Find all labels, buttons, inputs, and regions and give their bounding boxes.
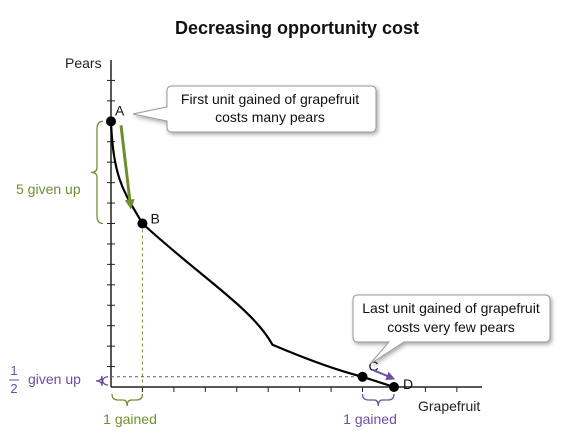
point-label-b: B [150,211,159,227]
green-brace [90,120,104,225]
callout-top-line-1: First unit gained of grapefruit [181,91,359,107]
gained-right-bracket [361,393,395,407]
purple-bracket-label: given up [28,371,81,387]
point-label-d: D [403,376,413,392]
point-label-c: C [369,358,379,374]
y-axis-label: Pears [65,55,102,71]
chart-title: Decreasing opportunity cost [175,18,419,38]
ppf-curve [109,121,395,389]
x-axis-label: Grapefruit [418,398,480,414]
point-c [357,371,368,382]
callout-bottom-line-1: Last unit gained of grapefruit [362,300,540,316]
green-bracket-label: 5 given up [16,181,81,197]
green-bracket [90,120,104,225]
guide-lines [111,223,363,387]
point-label-a: A [115,102,125,118]
callout-bottom-line-2: costs very few pears [387,319,515,335]
purple-arrow [372,368,396,380]
point-d [388,382,399,392]
callout-top: First unit gained of grapefruit costs ma… [132,85,377,133]
point-a [106,116,116,127]
axes [107,60,482,392]
gained-left-label: 1 gained [103,411,157,427]
callout-bottom: Last unit gained of grapefruit costs ver… [352,294,551,365]
purple-brace [95,375,109,386]
callout-top-line-2: costs many pears [215,109,325,125]
frac-denominator: 2 [10,381,17,396]
callout-bottom-box [352,294,551,365]
callout-top-box [132,85,377,133]
gained-left-brace [111,393,144,407]
frac-numerator: 1 [10,363,17,378]
curve-points: A B C D [106,102,413,392]
gained-right-label: 1 gained [343,411,397,427]
point-b [137,218,148,229]
purple-bracket-left [95,375,109,386]
green-arrow [119,125,135,210]
y-ticks [107,79,115,368]
gained-right-brace [361,393,395,407]
gained-left-bracket [111,393,144,407]
